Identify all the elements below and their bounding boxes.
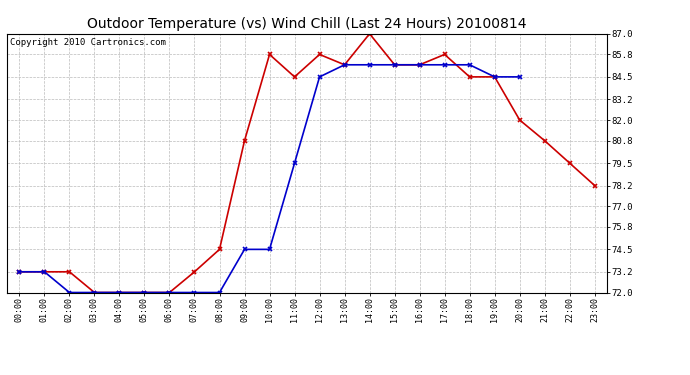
Text: Copyright 2010 Cartronics.com: Copyright 2010 Cartronics.com: [10, 38, 166, 46]
Title: Outdoor Temperature (vs) Wind Chill (Last 24 Hours) 20100814: Outdoor Temperature (vs) Wind Chill (Las…: [88, 17, 526, 31]
